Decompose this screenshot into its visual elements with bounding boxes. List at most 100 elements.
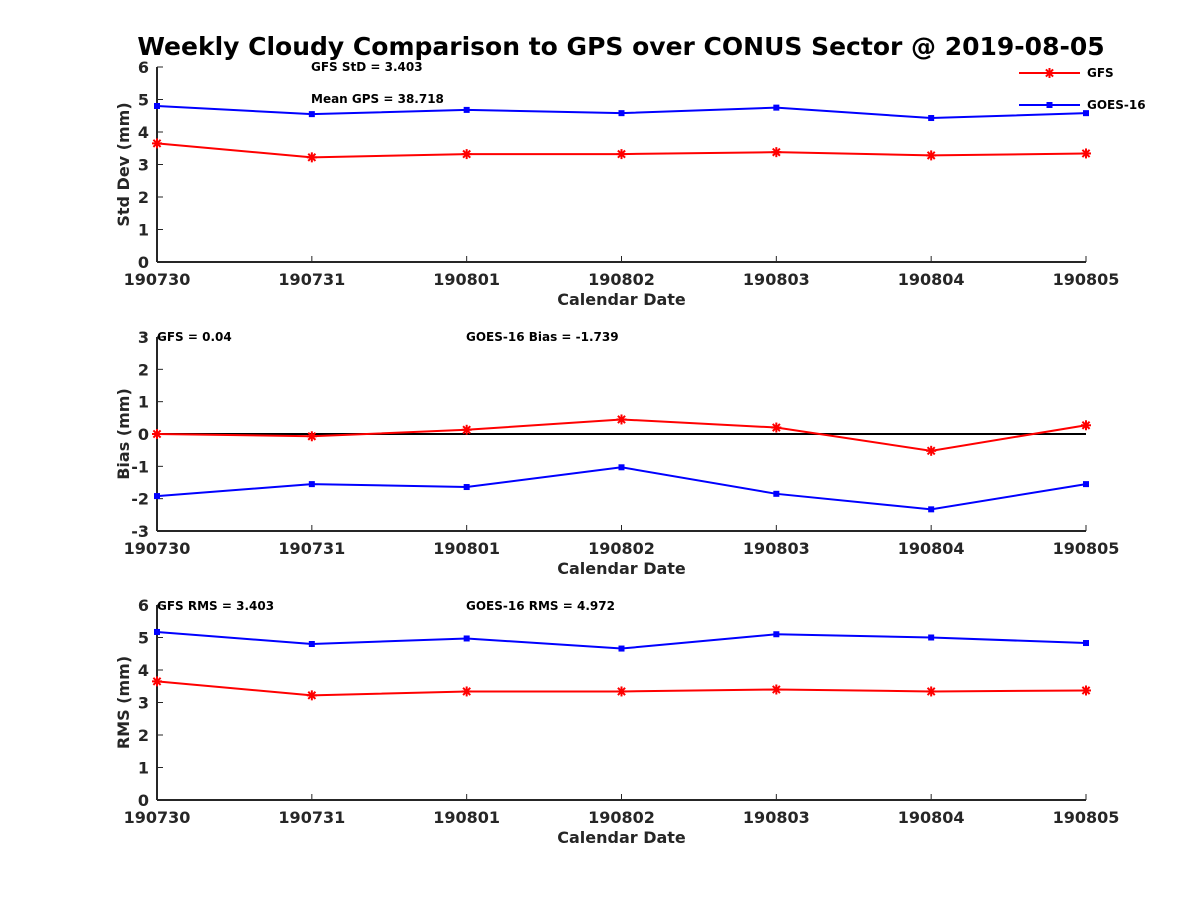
data-point-gfs (616, 686, 627, 697)
data-point-goes-16 (308, 111, 315, 118)
data-point-gfs (306, 690, 317, 701)
data-point-gfs (152, 429, 162, 439)
x-tick-label: 190805 (1053, 808, 1120, 827)
asterisk-stroke (772, 423, 781, 432)
chart-panel: 0 1 2 3 4 5 6 190730 190731 190801 190802 190803 190… (114, 58, 1119, 309)
data-point-gfs (771, 684, 782, 695)
x-tick-label: 190731 (278, 539, 345, 558)
x-tick-label: 190731 (278, 808, 345, 827)
asterisk-stroke (926, 151, 936, 160)
y-tick-label: 1 (138, 221, 149, 240)
y-axis-label: RMS (mm) (114, 656, 133, 749)
y-tick-label: 2 (138, 360, 149, 379)
asterisk-stroke (617, 149, 626, 159)
x-tick-label: 190730 (124, 808, 191, 827)
x-tick-label: 190730 (124, 539, 191, 558)
x-axis-label: Calendar Date (557, 828, 686, 847)
data-point-goes-16 (773, 104, 780, 111)
asterisk-stroke (462, 687, 471, 696)
data-point-goes-16 (1083, 110, 1089, 117)
asterisk-stroke (152, 429, 162, 439)
y-tick-label: 6 (138, 58, 149, 77)
y-tick-label: 0 (138, 253, 149, 272)
data-point-goes-16 (928, 115, 935, 122)
x-tick-label: 190802 (588, 270, 655, 289)
x-tick-label: 190803 (743, 270, 810, 289)
x-tick-label: 190804 (898, 539, 965, 558)
data-point-goes-16 (154, 103, 160, 109)
panel-annotation: Mean GPS = 38.718 (311, 92, 444, 106)
y-tick-label: 3 (138, 694, 149, 713)
x-tick-label: 190804 (898, 270, 965, 289)
x-tick-label: 190805 (1053, 539, 1120, 558)
legend-label: GOES-16 (1087, 98, 1146, 112)
asterisk-stroke (1081, 420, 1091, 430)
x-tick-label: 190801 (433, 270, 500, 289)
data-point-goes-16 (1083, 640, 1089, 647)
x-axis-label: Calendar Date (557, 559, 686, 578)
legend-marker (1044, 68, 1055, 78)
data-point-gfs (461, 149, 472, 160)
legend-label: GFS (1087, 66, 1114, 80)
data-point-goes-16 (618, 645, 625, 652)
asterisk-stroke (462, 149, 471, 159)
y-tick-label: 2 (138, 188, 149, 207)
x-tick-label: 190803 (743, 539, 810, 558)
data-point-gfs (152, 138, 162, 149)
data-point-goes-16 (463, 635, 470, 642)
data-point-goes-16 (154, 493, 160, 500)
x-tick-label: 190802 (588, 808, 655, 827)
asterisk-stroke (152, 677, 162, 686)
panel-annotation: GFS = 0.04 (157, 330, 232, 344)
data-point-gfs (926, 686, 937, 697)
legend: GFS GOES-16 (1019, 66, 1146, 112)
asterisk-stroke (926, 446, 936, 456)
data-point-goes-16 (928, 634, 935, 641)
y-tick-label: 3 (138, 156, 149, 175)
chart-panel: 0 1 2 3 4 5 6 190730 190731 190801 190802 190803 190… (114, 596, 1119, 847)
data-point-goes-16 (463, 484, 470, 491)
panel-annotation: GFS StD = 3.403 (311, 60, 423, 74)
data-point-gfs (616, 149, 627, 160)
asterisk-stroke (772, 147, 781, 157)
y-tick-label: -3 (131, 522, 149, 541)
y-tick-label: -2 (131, 490, 149, 509)
legend-entry-goes-16: GOES-16 (1019, 98, 1146, 112)
y-tick-label: -1 (131, 457, 149, 476)
y-tick-label: 0 (138, 425, 149, 444)
data-point-gfs (1081, 420, 1091, 431)
x-axis-label: Calendar Date (557, 290, 686, 309)
panel-annotation: GOES-16 RMS = 4.972 (466, 599, 615, 613)
data-point-gfs (616, 414, 627, 425)
y-tick-label: 5 (138, 91, 149, 110)
asterisk-stroke (1081, 149, 1091, 158)
data-point-goes-16 (773, 631, 780, 638)
panel-annotation: GOES-16 Bias = -1.739 (466, 330, 619, 344)
asterisk-stroke (1081, 686, 1091, 695)
y-tick-label: 6 (138, 596, 149, 615)
y-axis-label: Std Dev (mm) (114, 102, 133, 226)
x-tick-label: 190803 (743, 808, 810, 827)
legend-entry-gfs: GFS (1019, 66, 1114, 80)
x-tick-label: 190801 (433, 808, 500, 827)
data-point-goes-16 (154, 628, 160, 635)
x-tick-label: 190801 (433, 539, 500, 558)
chart-title: Weekly Cloudy Comparison to GPS over CON… (137, 32, 1104, 61)
x-tick-label: 190730 (124, 270, 191, 289)
data-point-gfs (926, 445, 937, 456)
data-point-goes-16 (618, 464, 625, 471)
data-point-gfs (926, 150, 937, 161)
series-line-goes-16 (156, 466, 1087, 511)
y-tick-label: 0 (138, 791, 149, 810)
y-axis-label: Bias (mm) (114, 388, 133, 480)
asterisk-stroke (307, 153, 317, 162)
chart-panel: -3 -2 -1 0 1 2 3 190730 190731 190801 190802 190803… (114, 328, 1119, 578)
asterisk-stroke (617, 687, 626, 696)
data-point-gfs (1081, 685, 1091, 696)
panel-annotation: GFS RMS = 3.403 (157, 599, 274, 613)
y-tick-label: 1 (138, 393, 149, 412)
asterisk-stroke (462, 425, 471, 435)
asterisk-stroke (1045, 68, 1054, 78)
x-tick-label: 190802 (588, 539, 655, 558)
data-point-goes-16 (1083, 481, 1089, 488)
